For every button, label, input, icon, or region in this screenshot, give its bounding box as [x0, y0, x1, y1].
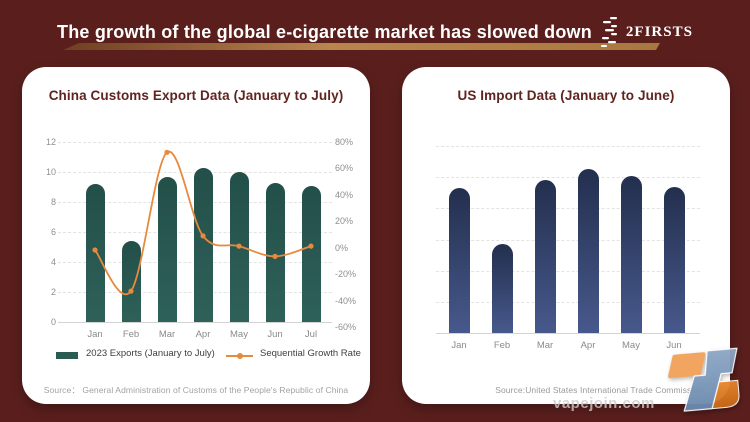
- x-axis-month-label: Feb: [493, 340, 511, 351]
- y-right-tick: 40%: [335, 189, 354, 200]
- gridline: [436, 177, 700, 179]
- x-axis-month-label: Jun: [267, 329, 283, 340]
- gridline: [58, 322, 332, 323]
- y-left-tick: 12: [45, 137, 56, 147]
- growth-rate-marker: [308, 243, 314, 249]
- growth-rate-marker: [236, 243, 242, 249]
- y-right-tick: 80%: [335, 137, 354, 147]
- china-export-source: Source： General Administration of Custom…: [43, 385, 349, 395]
- 2firsts-squiggle-icon: [600, 17, 617, 47]
- us-import-source: Source:United States International Trade…: [495, 385, 703, 395]
- export-bar: [265, 182, 285, 322]
- line-legend-swatch: [226, 353, 253, 359]
- y-right-tick: -20%: [335, 269, 357, 280]
- y-left-tick: 0: [50, 317, 56, 327]
- us-import-chart-title: US Import Data (January to June): [457, 88, 675, 103]
- import-bar: [448, 188, 470, 333]
- header: The growth of the global e-cigarette mar…: [0, 16, 750, 48]
- export-bar: [193, 167, 213, 322]
- import-bar: [491, 244, 513, 333]
- y-left-tick: 10: [45, 167, 56, 177]
- growth-rate-marker: [200, 233, 206, 239]
- baseline: [436, 333, 700, 334]
- y-left-tick: 6: [50, 227, 56, 237]
- export-bar: [121, 241, 141, 322]
- import-bar: [663, 186, 685, 333]
- 2firsts-logo-icon: [668, 347, 740, 412]
- x-axis-month-label: May: [230, 329, 248, 340]
- export-bar: [85, 184, 105, 322]
- gridline: [436, 239, 700, 241]
- line-legend-label: Sequential Growth Rate: [260, 348, 361, 359]
- x-axis-month-label: Mar: [158, 329, 176, 340]
- x-axis-month-label: May: [622, 340, 640, 351]
- title-underline-swoosh: [63, 43, 660, 50]
- y-left-tick: 8: [50, 197, 56, 207]
- gridline: [436, 301, 700, 303]
- x-axis-month-label: Apr: [580, 340, 596, 351]
- import-bar: [577, 169, 599, 333]
- growth-rate-marker: [92, 247, 98, 253]
- growth-rate-line: [92, 149, 314, 295]
- x-axis-month-label: Jun: [666, 340, 682, 351]
- gridline: [436, 146, 700, 147]
- bar-legend-swatch: [56, 352, 78, 359]
- import-bar: [620, 175, 642, 333]
- growth-rate-marker: [164, 149, 170, 155]
- y-left-tick: 4: [50, 257, 56, 267]
- y-right-tick: 60%: [335, 163, 354, 174]
- gridline: [436, 270, 700, 272]
- x-axis-month-label: Apr: [195, 329, 211, 340]
- x-axis-month-label: Feb: [122, 329, 140, 340]
- growth-rate-marker: [272, 253, 278, 259]
- import-bar: [534, 180, 556, 333]
- gridline: [436, 208, 700, 210]
- main-title: The growth of the global e-cigarette mar…: [57, 22, 592, 42]
- y-right-tick: -60%: [335, 322, 357, 332]
- export-bar: [157, 176, 177, 322]
- x-axis-month-label: Mar: [536, 340, 554, 351]
- us-import-chart-card: US Import Data (January to June) Source:…: [402, 67, 730, 404]
- brand-wordmark: 2FIRSTS: [625, 23, 693, 40]
- china-export-chart-title: China Customs Export Data (January to Ju…: [48, 88, 344, 103]
- y-right-tick: 0%: [335, 242, 349, 253]
- y-right-tick: -40%: [335, 295, 357, 306]
- x-axis-month-label: Jan: [87, 329, 103, 340]
- watermark-url: vapejoin.com: [553, 395, 655, 412]
- export-bar: [301, 185, 321, 322]
- growth-rate-marker: [128, 288, 134, 294]
- y-left-tick: 2: [50, 287, 56, 297]
- y-right-tick: 20%: [335, 216, 354, 227]
- x-axis-month-label: Jan: [451, 340, 467, 351]
- bar-legend-label: 2023 Exports (January to July): [86, 348, 215, 359]
- x-axis-month-label: Jul: [304, 329, 318, 340]
- line-legend-dot: [237, 353, 243, 359]
- gridline: [58, 142, 332, 143]
- china-export-chart-card: China Customs Export Data (January to Ju…: [22, 67, 370, 404]
